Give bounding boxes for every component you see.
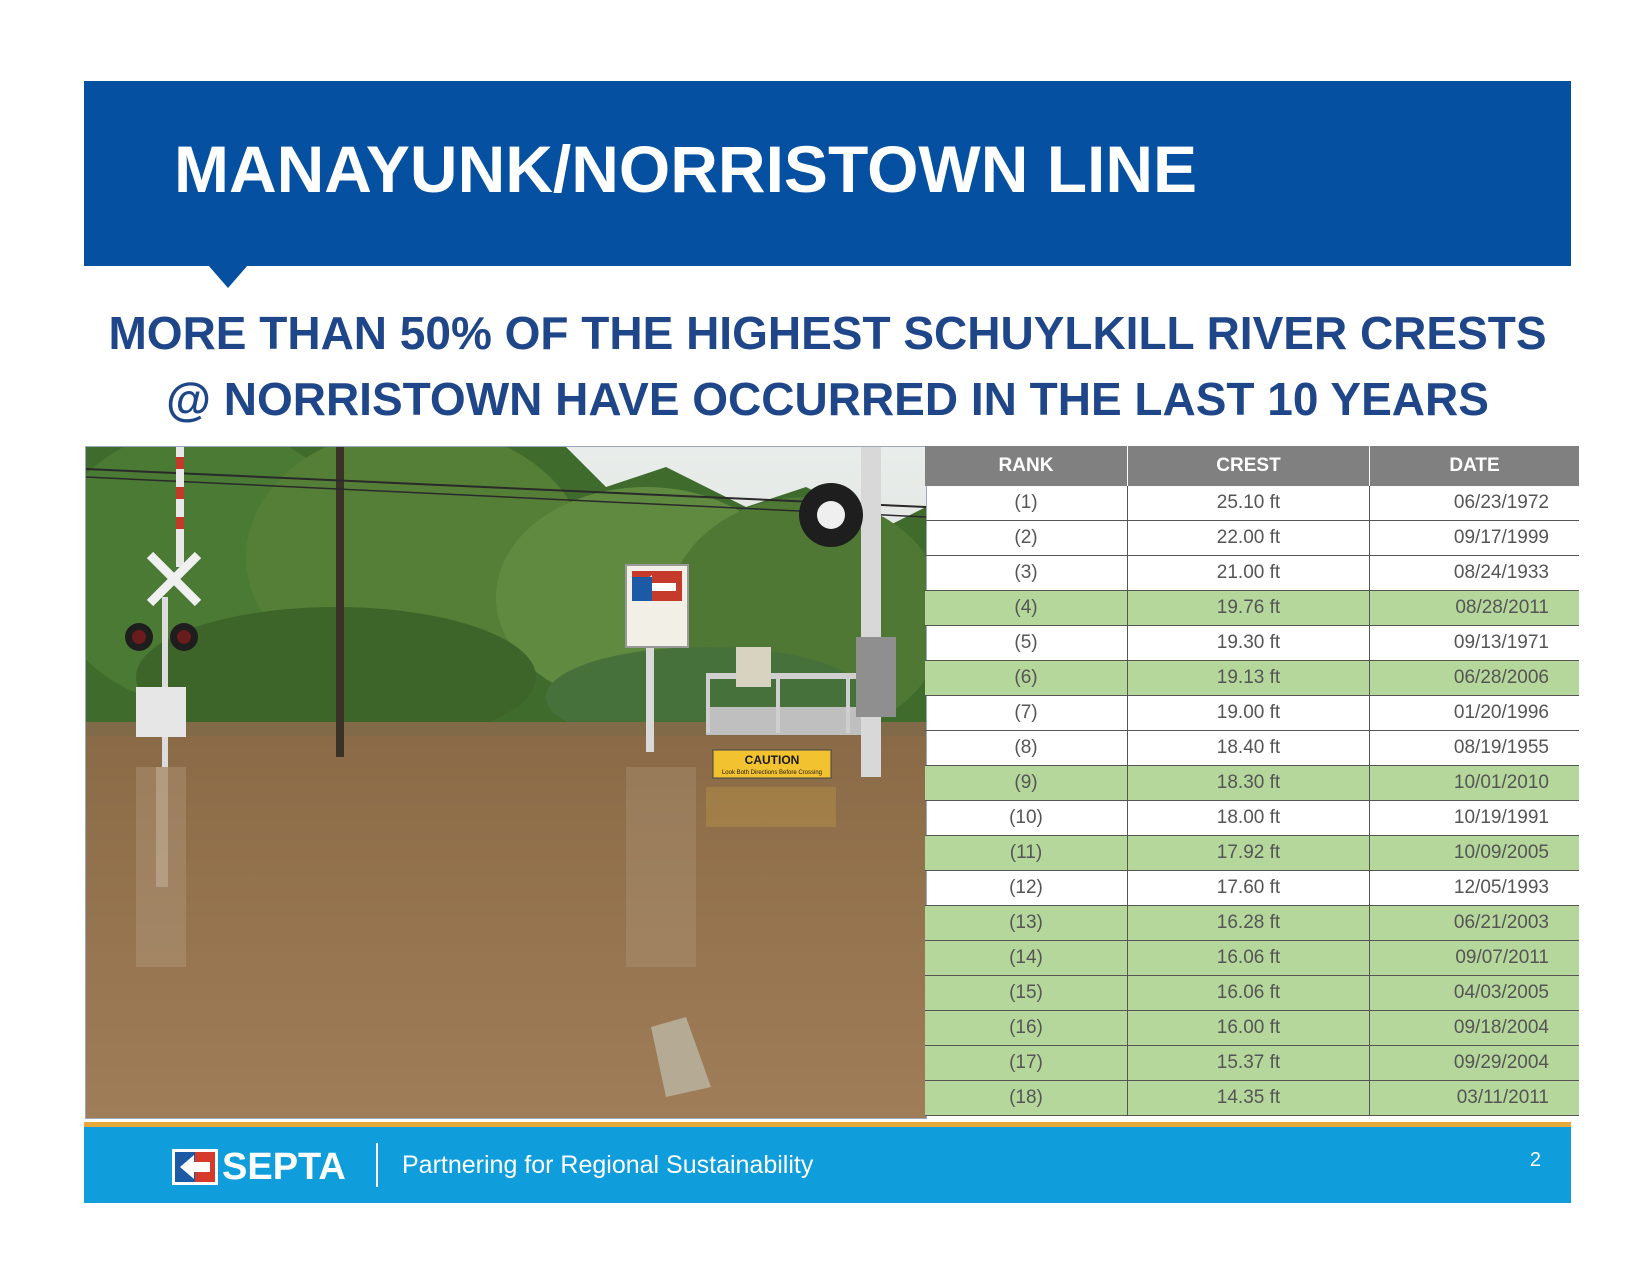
table-row: (17) 15.37 ft 09/29/2004 xyxy=(925,1045,1579,1081)
cell-date: 06/28/2006 xyxy=(1369,660,1579,696)
cell-rank: (15) xyxy=(925,975,1128,1011)
cell-date: 06/23/1972 xyxy=(1369,486,1579,521)
cell-crest: 19.00 ft xyxy=(1127,695,1370,731)
cell-crest: 15.37 ft xyxy=(1127,1045,1370,1081)
cell-rank: (10) xyxy=(925,800,1128,836)
cell-date: 08/28/2011 xyxy=(1369,590,1579,626)
cell-rank: (17) xyxy=(925,1045,1128,1081)
table-row: (4) 19.76 ft 08/28/2011 xyxy=(925,590,1579,626)
table-header-row: RANK CREST DATE xyxy=(925,446,1579,486)
cell-crest: 17.60 ft xyxy=(1127,870,1370,906)
subtitle-line-1: MORE THAN 50% OF THE HIGHEST SCHUYLKILL … xyxy=(108,307,1547,359)
table-row: (18) 14.35 ft 03/11/2011 xyxy=(925,1080,1579,1116)
cell-date: 08/19/1955 xyxy=(1369,730,1579,766)
cell-rank: (2) xyxy=(925,520,1128,556)
cell-rank: (16) xyxy=(925,1010,1128,1046)
cell-rank: (12) xyxy=(925,870,1128,906)
subtitle: MORE THAN 50% OF THE HIGHEST SCHUYLKILL … xyxy=(84,300,1571,432)
cell-date: 09/17/1999 xyxy=(1369,520,1579,556)
cell-crest: 14.35 ft xyxy=(1127,1080,1370,1116)
cell-date: 09/29/2004 xyxy=(1369,1045,1579,1081)
cell-rank: (7) xyxy=(925,695,1128,731)
subtitle-line-2: @ NORRISTOWN HAVE OCCURRED IN THE LAST 1… xyxy=(166,373,1489,425)
page-title: MANAYUNK/NORRISTOWN LINE xyxy=(174,132,1198,206)
cell-date: 06/21/2003 xyxy=(1369,905,1579,941)
cell-crest: 19.76 ft xyxy=(1127,590,1370,626)
cell-crest: 17.92 ft xyxy=(1127,835,1370,871)
footer-tagline: Partnering for Regional Sustainability xyxy=(402,1151,814,1179)
table-body: (1) 25.10 ft 06/23/1972 (2) 22.00 ft 09/17/19… xyxy=(925,486,1579,1116)
flood-photo: CAUTION Look Both Directions Before Cros… xyxy=(85,446,927,1119)
cell-date: 10/01/2010 xyxy=(1369,765,1579,801)
cell-rank: (14) xyxy=(925,940,1128,976)
septa-logo: SEPTA xyxy=(172,1145,346,1188)
cell-date: 09/13/1971 xyxy=(1369,625,1579,661)
caution-sign-title: CAUTION xyxy=(745,753,800,767)
table-row: (11) 17.92 ft 10/09/2005 xyxy=(925,835,1579,871)
cell-crest: 16.06 ft xyxy=(1127,975,1370,1011)
table-row: (14) 16.06 ft 09/07/2011 xyxy=(925,940,1579,976)
cell-crest: 21.00 ft xyxy=(1127,555,1370,591)
table-row: (2) 22.00 ft 09/17/1999 xyxy=(925,520,1579,556)
cell-date: 10/19/1991 xyxy=(1369,800,1579,836)
cell-date: 03/11/2011 xyxy=(1369,1080,1579,1116)
table-row: (16) 16.00 ft 09/18/2004 xyxy=(925,1010,1579,1046)
cell-crest: 18.40 ft xyxy=(1127,730,1370,766)
cell-rank: (1) xyxy=(925,486,1128,521)
crest-table: RANK CREST DATE (1) 25.10 ft 06/23/1972 (2)… xyxy=(925,446,1579,1116)
cell-date: 10/09/2005 xyxy=(1369,835,1579,871)
table-row: (5) 19.30 ft 09/13/1971 xyxy=(925,625,1579,661)
col-header-date: DATE xyxy=(1369,446,1579,486)
table-row: (10) 18.00 ft 10/19/1991 xyxy=(925,800,1579,836)
cell-crest: 19.30 ft xyxy=(1127,625,1370,661)
banner-pointer xyxy=(208,265,248,288)
table-row: (9) 18.30 ft 10/01/2010 xyxy=(925,765,1579,801)
cell-crest: 19.13 ft xyxy=(1127,660,1370,696)
cell-date: 01/20/1996 xyxy=(1369,695,1579,731)
cell-crest: 16.00 ft xyxy=(1127,1010,1370,1046)
cell-crest: 22.00 ft xyxy=(1127,520,1370,556)
cell-rank: (11) xyxy=(925,835,1128,871)
cell-rank: (4) xyxy=(925,590,1128,626)
cell-crest: 16.06 ft xyxy=(1127,940,1370,976)
septa-logo-text: SEPTA xyxy=(222,1145,346,1188)
cell-rank: (6) xyxy=(925,660,1128,696)
col-header-rank: RANK xyxy=(925,446,1128,486)
table-row: (15) 16.06 ft 04/03/2005 xyxy=(925,975,1579,1011)
cell-rank: (9) xyxy=(925,765,1128,801)
cell-rank: (8) xyxy=(925,730,1128,766)
cell-crest: 18.30 ft xyxy=(1127,765,1370,801)
table-row: (3) 21.00 ft 08/24/1933 xyxy=(925,555,1579,591)
title-banner: MANAYUNK/NORRISTOWN LINE xyxy=(84,81,1571,266)
table-row: (1) 25.10 ft 06/23/1972 xyxy=(925,486,1579,521)
footer-divider xyxy=(376,1143,378,1187)
table-row: (8) 18.40 ft 08/19/1955 xyxy=(925,730,1579,766)
table-row: (6) 19.13 ft 06/28/2006 xyxy=(925,660,1579,696)
cell-date: 12/05/1993 xyxy=(1369,870,1579,906)
cell-rank: (13) xyxy=(925,905,1128,941)
cell-crest: 18.00 ft xyxy=(1127,800,1370,836)
table-row: (13) 16.28 ft 06/21/2003 xyxy=(925,905,1579,941)
cell-rank: (3) xyxy=(925,555,1128,591)
col-header-crest: CREST xyxy=(1127,446,1370,486)
cell-crest: 25.10 ft xyxy=(1127,486,1370,521)
table-row: (12) 17.60 ft 12/05/1993 xyxy=(925,870,1579,906)
cell-date: 09/07/2011 xyxy=(1369,940,1579,976)
cell-rank: (18) xyxy=(925,1080,1128,1116)
page-number: 2 xyxy=(1529,1149,1541,1171)
cell-date: 04/03/2005 xyxy=(1369,975,1579,1011)
footer-bar: SEPTA Partnering for Regional Sustainabi… xyxy=(84,1122,1571,1203)
table-row: (7) 19.00 ft 01/20/1996 xyxy=(925,695,1579,731)
river-crest-table: RANK CREST DATE (1) 25.10 ft 06/23/1972 (2)… xyxy=(925,446,1579,1116)
cell-date: 08/24/1933 xyxy=(1369,555,1579,591)
cell-date: 09/18/2004 xyxy=(1369,1010,1579,1046)
septa-logo-icon xyxy=(172,1149,218,1185)
cell-rank: (5) xyxy=(925,625,1128,661)
caution-sign-subtitle: Look Both Directions Before Crossing xyxy=(722,770,822,776)
cell-crest: 16.28 ft xyxy=(1127,905,1370,941)
